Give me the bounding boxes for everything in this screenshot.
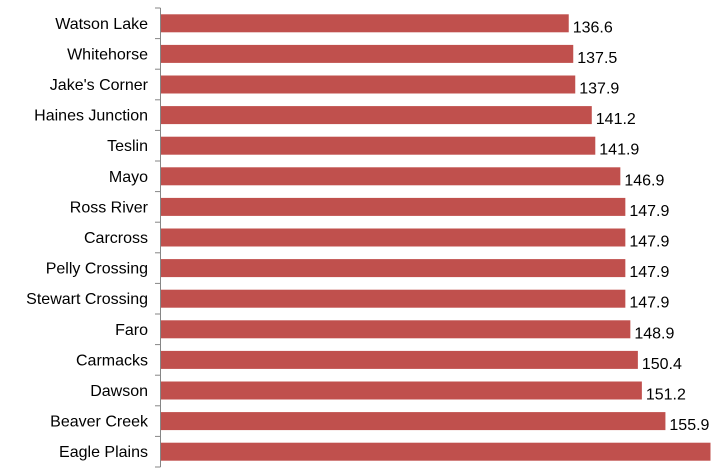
value-label-mayo: 146.9: [624, 172, 664, 189]
bar-dawson: [160, 381, 642, 400]
bar-faro: [160, 320, 631, 339]
category-label-dawson: Dawson: [90, 383, 148, 400]
bar-carmacks: [160, 350, 638, 369]
category-label-haines-junction: Haines Junction: [34, 108, 148, 125]
category-label-watson-lake: Watson Lake: [55, 16, 148, 33]
category-label-mayo: Mayo: [109, 169, 148, 186]
value-label-watson-lake: 136.6: [573, 19, 613, 36]
bar-stewart-crossing: [160, 289, 626, 308]
value-label-haines-junction: 141.2: [596, 111, 636, 128]
value-label-pelly-crossing: 147.9: [629, 264, 669, 281]
value-label-ross-river: 147.9: [629, 203, 669, 220]
bar-pelly-crossing: [160, 259, 626, 278]
value-label-whitehorse: 137.5: [577, 50, 617, 67]
bar-watson-lake: [160, 14, 569, 33]
value-label-jake-s-corner: 137.9: [579, 81, 619, 98]
category-labels: Watson Lake Whitehorse Jake's Corner Haines…: [26, 16, 149, 461]
bar-teslin: [160, 136, 596, 155]
bar-mayo: [160, 167, 621, 186]
category-label-jake-s-corner: Jake's Corner: [50, 77, 149, 94]
category-label-eagle-plains: Eagle Plains: [59, 444, 148, 461]
category-label-stewart-crossing: Stewart Crossing: [26, 291, 148, 308]
bars-layer: [160, 14, 711, 461]
value-label-faro: 148.9: [634, 325, 674, 342]
bar-eagle-plains: [160, 442, 711, 461]
bar-haines-junction: [160, 106, 592, 125]
value-label-dawson: 151.2: [646, 387, 686, 404]
bar-carcross: [160, 228, 626, 247]
y-axis: [155, 7, 161, 468]
value-label-stewart-crossing: 147.9: [629, 295, 669, 312]
value-labels: 136.6 137.5 137.9 141.2 141.9 146.9 147.9 147.9…: [573, 19, 710, 434]
bar-jake-s-corner: [160, 75, 576, 94]
category-label-beaver-creek: Beaver Creek: [50, 414, 149, 431]
category-label-carcross: Carcross: [84, 230, 148, 247]
category-label-whitehorse: Whitehorse: [67, 46, 148, 63]
bar-ross-river: [160, 197, 626, 216]
category-label-ross-river: Ross River: [70, 199, 149, 216]
value-label-beaver-creek: 155.9: [669, 417, 709, 434]
value-label-carcross: 147.9: [629, 234, 669, 251]
value-label-teslin: 141.9: [599, 142, 639, 159]
bar-beaver-creek: [160, 412, 666, 431]
category-label-carmacks: Carmacks: [76, 352, 148, 369]
category-label-faro: Faro: [115, 322, 148, 339]
value-label-carmacks: 150.4: [642, 356, 682, 373]
category-label-teslin: Teslin: [107, 138, 148, 155]
category-label-pelly-crossing: Pelly Crossing: [46, 261, 148, 278]
bar-whitehorse: [160, 44, 574, 63]
